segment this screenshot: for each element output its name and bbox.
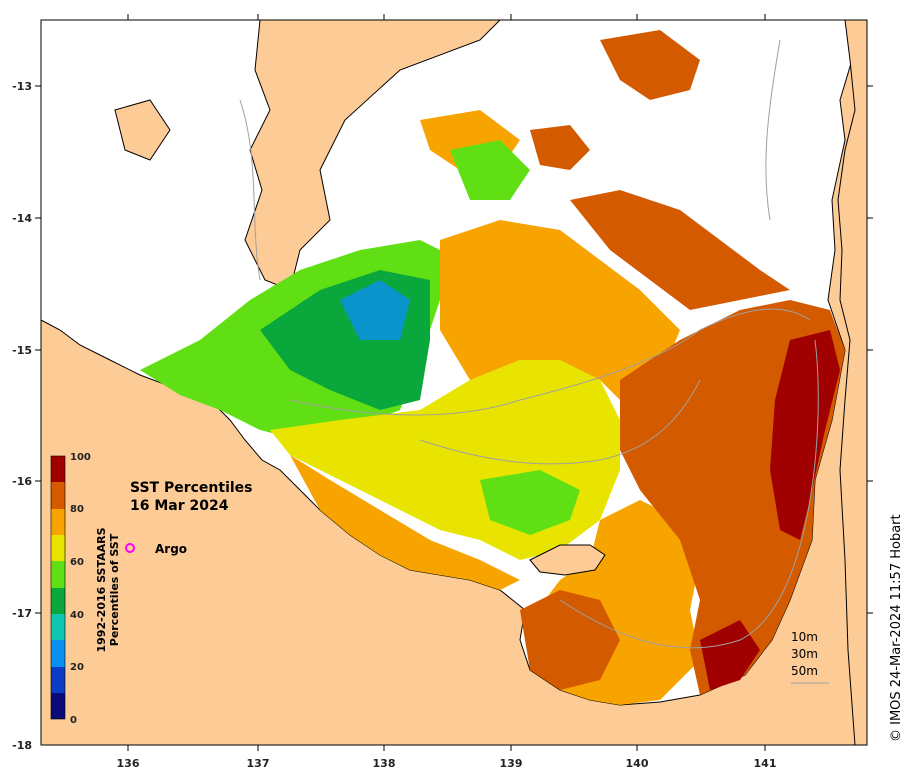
colorbar-bin-1 (51, 667, 65, 693)
colorbar-tick-0: 0 (70, 715, 77, 726)
x-tick-137: 137 (247, 757, 270, 770)
y-tick-16: -16 (12, 475, 32, 488)
colorbar-bin-8 (51, 482, 65, 509)
x-tick-138: 138 (373, 757, 396, 770)
colorbar-bin-0 (51, 693, 65, 719)
y-tick-15: -15 (12, 344, 32, 357)
island-mornington (529, 544, 606, 576)
colorbar-bin-9 (51, 456, 65, 482)
colorbar-tick-100: 100 (70, 452, 91, 463)
colorbar-tick-20: 20 (70, 662, 84, 673)
x-axis: 136 137 138 139 140 141 (117, 14, 777, 770)
map-date: 16 Mar 2024 (130, 498, 229, 514)
y-tick-14: -14 (12, 212, 32, 225)
colorbar: 0 20 40 60 80 100 1992-2016 SSTAARS Perc… (50, 452, 121, 726)
depth-label-30m: 30m (791, 647, 818, 661)
map-frame (40, 19, 868, 746)
colorbar-bin-4 (51, 588, 65, 614)
colorbar-bin-2 (51, 640, 65, 667)
colorbar-label-line1: 1992-2016 SSTAARS (95, 527, 108, 652)
depth-contours (239, 39, 819, 649)
colorbar-tick-80: 80 (70, 504, 84, 515)
y-axis: -13 -14 -15 -16 -17 -18 (12, 80, 873, 752)
colorbar-bin-7 (51, 509, 65, 535)
x-tick-141: 141 (754, 757, 777, 770)
depth-label-50m: 50m (791, 664, 818, 678)
colorbar-bin-3 (51, 614, 65, 640)
y-tick-13: -13 (12, 80, 32, 93)
cape-york-land (837, 20, 867, 745)
argo-legend-label: Argo (155, 542, 187, 556)
y-tick-17: -17 (12, 607, 32, 620)
y-tick-18: -18 (12, 739, 32, 752)
depth-label-10m: 10m (791, 630, 818, 644)
colorbar-bin-5 (51, 561, 65, 588)
colorbar-label-line2: Percentiles of SST (108, 533, 121, 646)
x-tick-136: 136 (117, 757, 140, 770)
colorbar-tick-60: 60 (70, 557, 84, 568)
argo-marker-icon (125, 543, 135, 553)
map-title: SST Percentiles (130, 480, 253, 496)
x-tick-139: 139 (500, 757, 523, 770)
sst-field (140, 30, 845, 705)
imos-credit: © IMOS 24-Mar-2024 11:57 Hobart (889, 514, 904, 742)
map-area (41, 20, 867, 745)
island-sweers (114, 99, 171, 161)
colorbar-tick-40: 40 (70, 610, 84, 621)
colorbar-bin-6 (51, 535, 65, 561)
x-tick-140: 140 (626, 757, 649, 770)
